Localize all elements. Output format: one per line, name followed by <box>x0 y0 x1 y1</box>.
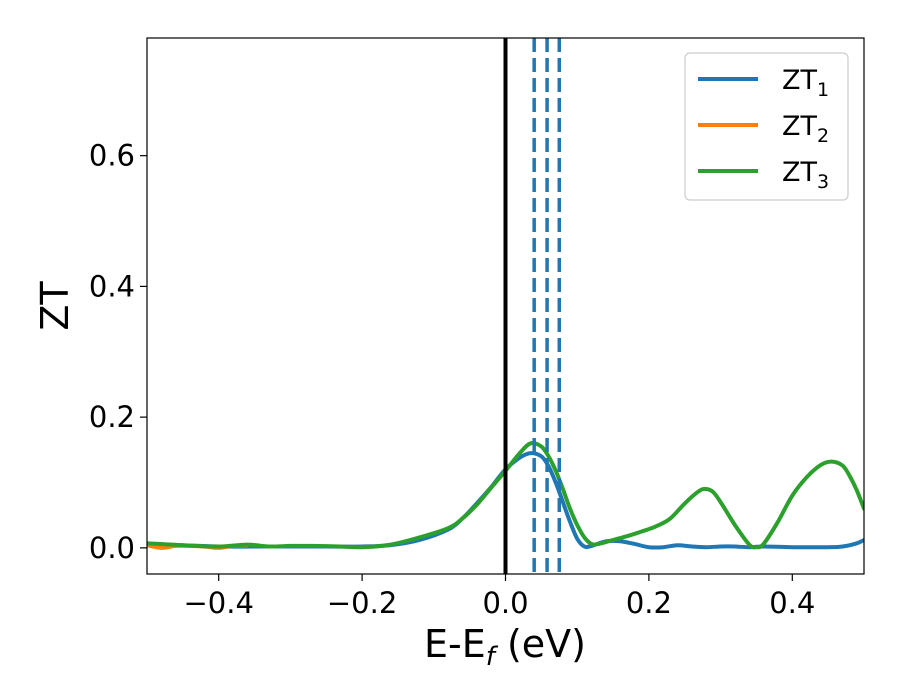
x-tick-label: 0.0 <box>482 586 528 620</box>
x-axis-label-main: E-E <box>424 622 486 666</box>
lines-layer <box>147 38 864 574</box>
legend-label-zt3: ZT3 <box>782 157 829 193</box>
y-axis-label: ZT <box>33 281 77 331</box>
y-tick-label: 0.4 <box>89 269 135 303</box>
legend-label-zt1: ZT1 <box>782 65 829 101</box>
x-tick-label: 0.4 <box>769 586 815 620</box>
x-tick-label: −0.2 <box>327 586 397 620</box>
x-axis-label-unit: (eV) <box>495 622 586 666</box>
y-tick-label: 0.6 <box>89 139 135 173</box>
legend-frame <box>684 52 849 201</box>
x-tick-label: −0.4 <box>183 586 253 620</box>
legend-label-zt2: ZT2 <box>782 111 829 147</box>
x-tick-label: 0.2 <box>626 586 672 620</box>
series-line-zt3 <box>147 441 864 550</box>
y-tick-label: 0.2 <box>89 400 135 434</box>
y-tick-label: 0.0 <box>89 531 135 565</box>
x-axis-label: E-Ef (eV) <box>424 622 586 672</box>
legend: ZT1 ZT2 ZT3 <box>684 52 849 201</box>
ticks-layer: −0.4 −0.2 0.0 0.2 0.4 0.0 0.2 0.4 0.6 <box>89 139 815 620</box>
